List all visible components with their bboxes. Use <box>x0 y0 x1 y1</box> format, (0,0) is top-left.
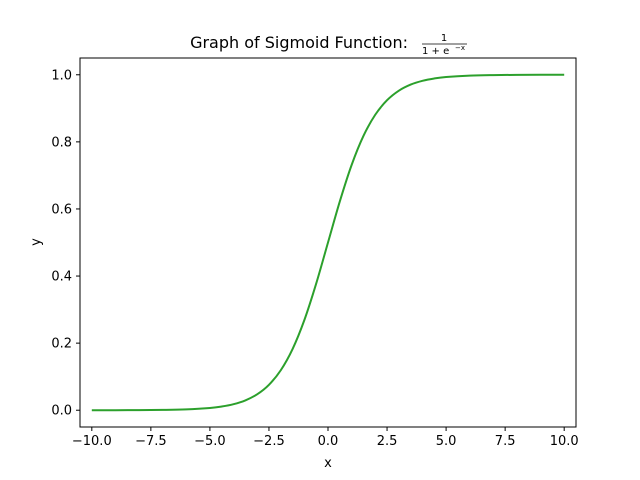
y-tick-label: 0.2 <box>51 337 72 352</box>
x-tick-label: −7.5 <box>135 434 167 449</box>
title-formula-exponent: −x <box>455 44 465 52</box>
x-tick-label: −2.5 <box>253 434 285 449</box>
y-tick-label: 0.8 <box>51 135 72 150</box>
x-tick-label: −5.0 <box>194 434 226 449</box>
chart-title-text: Graph of Sigmoid Function: <box>190 33 408 52</box>
y-axis-ticks: 0.0 0.2 0.4 0.6 0.8 1.0 <box>51 68 80 419</box>
x-tick-label: 2.5 <box>377 434 398 449</box>
y-tick-label: 0.0 <box>51 404 72 419</box>
y-tick-label: 0.4 <box>51 270 72 285</box>
x-tick-label: 10.0 <box>550 434 579 449</box>
x-axis-ticks: −10.0 −7.5 −5.0 −2.5 0.0 2.5 5.0 7.5 10.0 <box>72 427 579 449</box>
chart-title: Graph of Sigmoid Function: 1 1 + e −x <box>190 33 467 57</box>
x-tick-label: 5.0 <box>436 434 457 449</box>
y-tick-label: 1.0 <box>51 68 72 83</box>
title-formula-numerator: 1 <box>441 33 447 44</box>
sigmoid-series-line <box>91 73 565 412</box>
y-tick-label: 0.6 <box>51 202 72 217</box>
x-axis-label: x <box>324 456 332 471</box>
title-formula-denominator: 1 + e <box>422 46 449 57</box>
x-tick-label: 0.0 <box>318 434 339 449</box>
x-tick-label: 7.5 <box>495 434 516 449</box>
y-axis-label: y <box>29 238 44 246</box>
series-layer <box>91 73 565 412</box>
x-tick-label: −10.0 <box>72 434 112 449</box>
